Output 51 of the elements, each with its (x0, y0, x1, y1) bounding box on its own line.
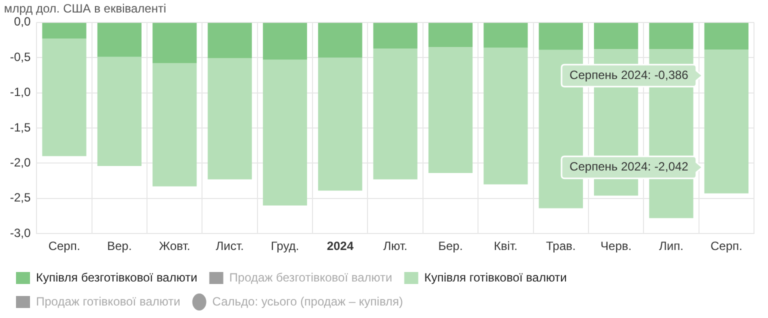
x-tick-label: Квіт. (494, 239, 518, 254)
x-tick-label: Лип. (659, 239, 684, 254)
bar (262, 60, 308, 206)
x-tick-label: Груд. (270, 239, 300, 254)
bar (42, 22, 86, 39)
x-tick-label: Черв. (600, 239, 632, 254)
x-tick-label: Серп. (48, 239, 80, 254)
bar (428, 47, 473, 174)
x-tick-label: 2024 (326, 239, 354, 254)
y-tick-label: -1,0 (10, 85, 31, 100)
bar (262, 22, 308, 60)
bar (484, 22, 528, 48)
bar (152, 63, 197, 186)
legend-label: Продаж безготівкової валюти (229, 270, 392, 284)
x-tick-label: Вер. (107, 239, 132, 254)
bar (152, 22, 197, 64)
bar (704, 22, 748, 50)
bar (318, 22, 362, 58)
bar (318, 58, 362, 191)
bar (97, 56, 142, 166)
y-tick-label: 0,0 (14, 14, 31, 29)
legend-label: Купівля готівкової валюти (424, 270, 567, 284)
annotation: Серпень 2024: -0,386 (570, 68, 689, 82)
bar (208, 22, 252, 58)
bar (373, 48, 418, 180)
x-tick-label: Трав. (546, 239, 576, 254)
bar (208, 58, 252, 180)
bar (484, 48, 528, 184)
x-tick-label: Лист. (216, 239, 244, 254)
x-tick-label: Лют. (383, 239, 408, 254)
x-tick-label: Бер. (438, 239, 463, 254)
x-tick-label: Серп. (710, 239, 742, 254)
legend-label: Купівля безготівкової валюти (36, 270, 198, 284)
x-tick-label: Жовт. (159, 239, 190, 254)
y-tick-label: -0,5 (10, 50, 31, 64)
y-axis-title: млрд дол. США в еквіваленті (4, 2, 166, 16)
y-tick-label: -2,5 (10, 190, 31, 205)
y-tick-label: -1,5 (10, 120, 31, 134)
bar (373, 22, 418, 48)
legend-label: Сальдо: усього (продаж – купівля) (212, 294, 404, 308)
bar (594, 22, 638, 50)
bar (97, 22, 142, 57)
y-tick-label: -2,0 (10, 156, 31, 170)
y-tick-label: -3,0 (10, 226, 31, 240)
annotation: Серпень 2024: -2,042 (570, 160, 689, 174)
legend-label: Продаж готівкової валюти (36, 294, 180, 308)
bar (428, 22, 473, 48)
bar (42, 38, 86, 156)
bar (704, 50, 748, 194)
bar (649, 22, 694, 50)
bar (538, 22, 583, 50)
